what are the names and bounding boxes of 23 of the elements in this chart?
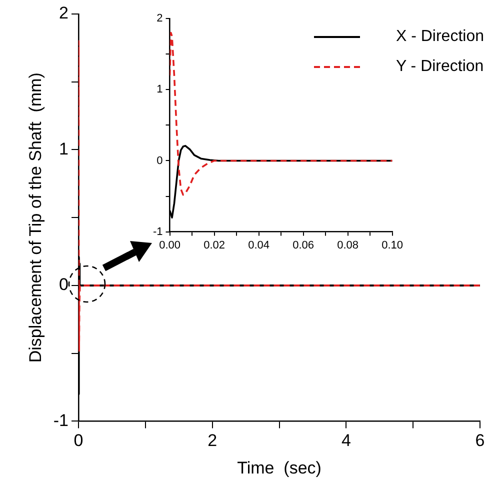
x-axis-title: Time (sec) bbox=[237, 458, 322, 478]
y-tick-label: 2 bbox=[59, 4, 69, 23]
x-tick-label: 0.08 bbox=[337, 239, 359, 252]
legend-label: Y - Direction bbox=[396, 57, 484, 77]
y-tick-label: 2 bbox=[156, 12, 163, 25]
x-tick-label: 4 bbox=[341, 431, 351, 450]
x-tick-label: 0 bbox=[74, 431, 84, 450]
x-tick-label: 6 bbox=[475, 431, 485, 450]
x-tick-label: 2 bbox=[208, 431, 218, 450]
x-tick-label: 0.00 bbox=[159, 239, 180, 252]
y-tick-label: -1 bbox=[53, 410, 69, 430]
y-tick-label: 0 bbox=[59, 275, 69, 294]
legend-label: X - Direction bbox=[396, 27, 484, 47]
x-tick-label: 0.10 bbox=[382, 239, 404, 252]
y-tick-label: -1 bbox=[153, 226, 163, 238]
y-tick-label: 1 bbox=[156, 84, 163, 96]
x-tick-label: 0.02 bbox=[204, 239, 225, 252]
y-tick-label: 0 bbox=[156, 154, 163, 167]
x-tick-label: 0.06 bbox=[292, 239, 314, 252]
y-axis-title: Displacement of Tip of the Shaft (mm) bbox=[26, 72, 45, 363]
y-tick-label: 1 bbox=[59, 139, 69, 158]
line-series bbox=[170, 32, 392, 196]
x-tick-label: 0.04 bbox=[248, 239, 270, 252]
